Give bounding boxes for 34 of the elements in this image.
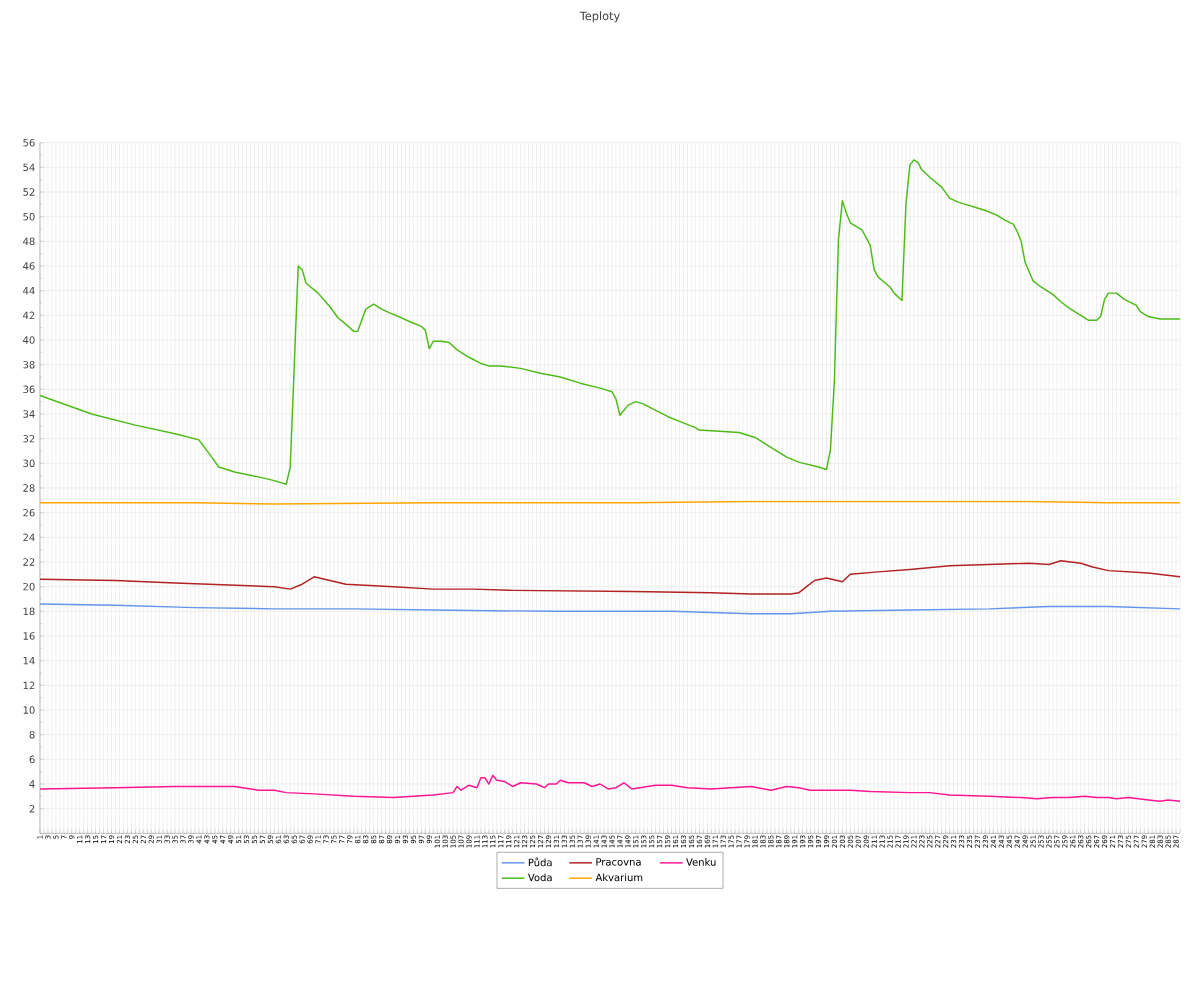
y-tick-label: 18 [23, 607, 35, 616]
y-tick-label: 26 [23, 508, 35, 517]
y-tick-label: 32 [23, 434, 35, 443]
y-tick-label: 56 [23, 138, 35, 147]
y-tick-label: 2 [29, 804, 35, 813]
y-tick-label: 44 [23, 287, 35, 295]
legend-label: Akvarium [595, 873, 643, 882]
y-tick-label: 16 [23, 632, 35, 640]
y-tick-label: 38 [23, 360, 35, 369]
y-tick-label: 12 [23, 681, 35, 690]
y-tick-label: 30 [23, 459, 35, 468]
chart-title: Teploty [579, 11, 620, 23]
y-tick-label: 52 [23, 188, 35, 196]
legend-label: Venku [686, 858, 716, 866]
y-tick-label: 34 [23, 410, 35, 418]
y-tick-label: 10 [23, 706, 35, 714]
y-tick-label: 48 [23, 237, 35, 246]
y-tick-label: 22 [23, 558, 35, 566]
y-tick-label: 8 [29, 730, 35, 739]
y-tick-label: 20 [23, 582, 35, 591]
legend-label: Půda [528, 857, 552, 867]
legend-label: Pracovna [596, 858, 641, 866]
y-tick-label: 4 [29, 780, 35, 788]
y-tick-label: 50 [23, 212, 35, 221]
y-tick-label: 36 [23, 385, 35, 394]
y-tick-label: 54 [23, 163, 35, 172]
legend-label: Voda [527, 873, 552, 882]
y-tick-label: 28 [23, 484, 35, 492]
y-tick-label: 40 [23, 336, 35, 344]
y-tick-label: 14 [23, 657, 35, 665]
y-tick-label: 42 [23, 311, 35, 320]
y-tick-label: 46 [23, 262, 35, 270]
y-tick-label: 6 [29, 755, 35, 764]
y-tick-label: 24 [23, 533, 35, 542]
